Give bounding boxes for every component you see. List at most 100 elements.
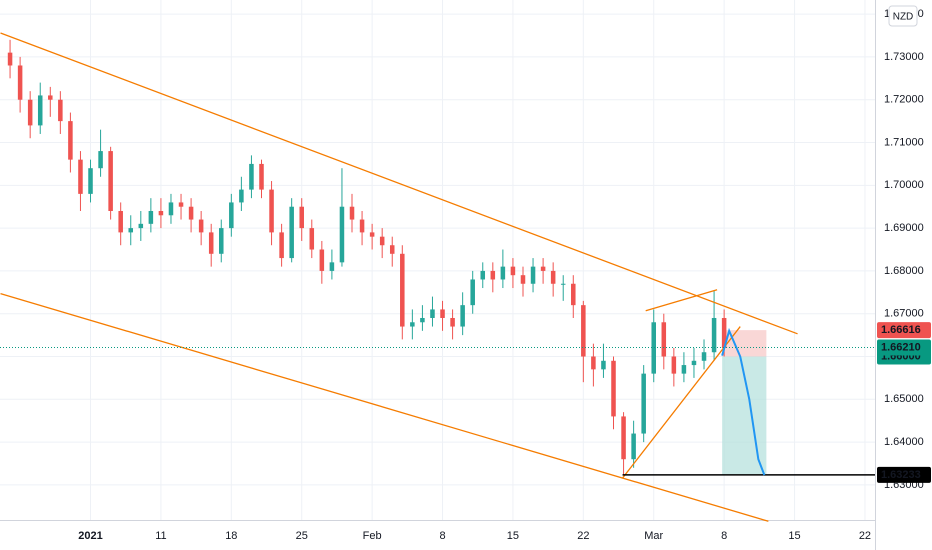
candle-body	[721, 317, 727, 348]
candle-body	[379, 236, 385, 246]
candle-body	[339, 206, 345, 263]
price-label-box	[877, 466, 931, 483]
candle-body	[299, 206, 304, 229]
candle-body	[389, 245, 395, 254]
y-tick-label: 1.70000	[884, 179, 924, 191]
candle-body	[219, 228, 224, 254]
candle-body	[27, 99, 33, 126]
candle-body	[530, 266, 536, 284]
y-tick-label: 1.69000	[884, 222, 924, 234]
trend-line	[0, 32, 798, 335]
candle-body	[198, 219, 204, 233]
candle-body	[410, 322, 415, 327]
candle-body	[490, 270, 496, 280]
y-tick-label: 1.67000	[884, 308, 924, 320]
candle-body	[420, 317, 425, 323]
candle-body	[7, 52, 13, 66]
x-tick-label: 25	[296, 530, 308, 542]
currency-badge[interactable]	[888, 5, 918, 27]
candle-body	[581, 305, 586, 357]
price-label-box	[877, 339, 931, 356]
candle-body	[691, 360, 697, 366]
candle-body	[369, 232, 375, 237]
candle-body	[641, 373, 646, 434]
candle-body	[138, 223, 144, 229]
candle-body	[359, 219, 365, 233]
candle-body	[128, 228, 134, 233]
candle-body	[168, 202, 174, 216]
trend-line	[721, 327, 766, 476]
x-tick-label: 2021	[78, 530, 102, 542]
x-tick-label: Feb	[363, 530, 382, 542]
x-tick-label: 8	[721, 530, 727, 542]
candle-body	[229, 202, 234, 229]
candle-body	[460, 305, 465, 327]
candle-body	[329, 262, 335, 271]
price-label: 1.63233	[881, 469, 921, 481]
x-tick-label: 18	[225, 530, 237, 542]
trend-line	[0, 292, 769, 522]
y-tick-label: 1.65000	[884, 393, 924, 405]
candle-body	[249, 163, 254, 190]
candle-body	[58, 99, 63, 122]
candle-body	[239, 189, 244, 203]
candle-body	[118, 210, 123, 233]
candle-body	[178, 202, 184, 207]
candle-body	[88, 168, 93, 194]
candle-body	[470, 279, 475, 306]
candle-body	[701, 352, 707, 361]
x-tick-label: 8	[439, 530, 445, 542]
candle-body	[510, 266, 516, 276]
x-tick-label: 15	[788, 530, 800, 542]
candle-body	[289, 206, 294, 259]
candle-body	[560, 283, 566, 285]
candle-body	[601, 360, 606, 370]
candle-body	[259, 163, 264, 190]
price-label: 1.66616	[881, 324, 921, 336]
y-tick-label: 1.71000	[884, 136, 924, 148]
candle-body	[550, 270, 556, 284]
candle-body	[48, 95, 53, 100]
x-tick-label: Mar	[644, 530, 663, 542]
candle-body	[681, 365, 687, 374]
candle-body	[520, 275, 526, 284]
x-tick-label: 15	[507, 530, 519, 542]
candle-body	[269, 189, 274, 233]
candle-body	[349, 206, 355, 220]
x-tick-label: 22	[577, 530, 589, 542]
y-tick-label: 1.64000	[884, 436, 924, 448]
price-label: 1.66210	[881, 341, 921, 353]
trend-line	[622, 326, 741, 479]
candle-body	[591, 356, 596, 370]
candle-body	[450, 317, 455, 327]
y-tick-label: 1.68000	[884, 265, 924, 277]
candle-body	[188, 206, 194, 220]
candle-body	[480, 270, 486, 280]
candle-body	[500, 266, 506, 280]
candle-body	[148, 210, 154, 224]
x-tick-label: 11	[155, 530, 166, 542]
trend-line	[645, 289, 718, 312]
candle-body	[78, 159, 83, 194]
candle-body	[430, 309, 435, 318]
x-tick-label: 22	[859, 530, 871, 542]
candle-body	[621, 416, 626, 460]
candle-body	[400, 253, 405, 327]
candle-body	[98, 151, 103, 169]
candle-body	[711, 317, 717, 353]
candle-body	[661, 322, 667, 357]
candle-body	[571, 283, 576, 306]
currency-label: NZD	[893, 12, 914, 23]
candle-body	[37, 95, 43, 126]
candle-body	[540, 266, 546, 271]
price-label-box	[877, 322, 931, 339]
candle-body	[440, 309, 445, 318]
candle-body	[631, 433, 636, 460]
candle-body	[671, 356, 677, 374]
stop-zone	[722, 330, 767, 357]
candle-body	[68, 121, 73, 160]
candle-body	[158, 210, 164, 216]
candle-body	[651, 322, 656, 374]
